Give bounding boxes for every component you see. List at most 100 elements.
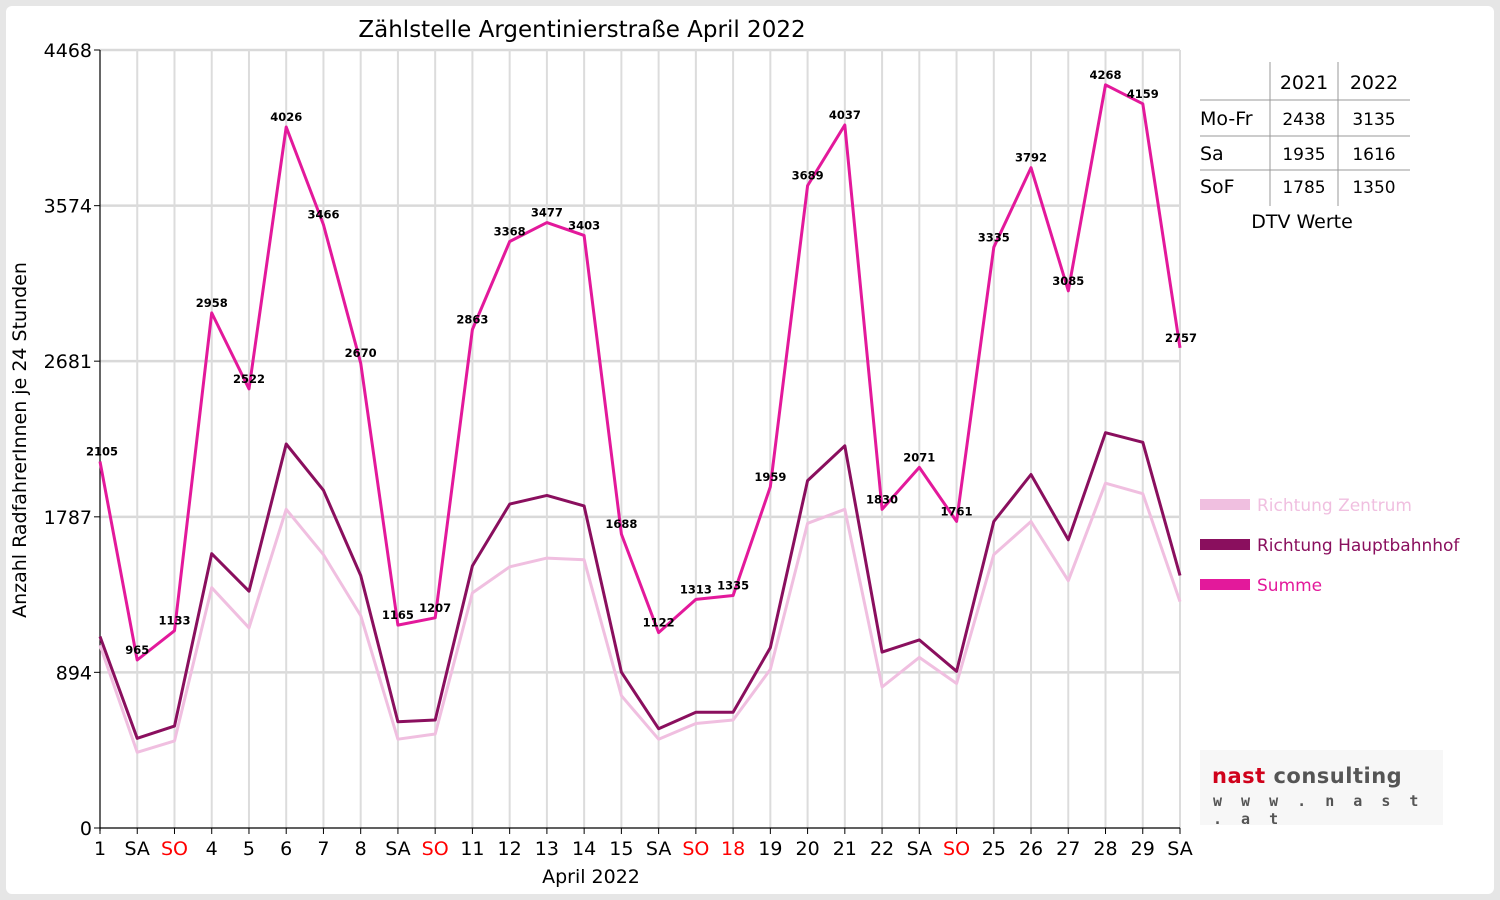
table-row-label: Mo-Fr xyxy=(1200,108,1253,130)
x-tick-label: 14 xyxy=(572,838,596,860)
data-label: 2958 xyxy=(196,296,228,310)
data-label: 1959 xyxy=(754,470,786,484)
data-label: 4037 xyxy=(829,108,861,122)
table-row-label: Sa xyxy=(1200,143,1224,165)
data-label: 2863 xyxy=(456,312,488,326)
chart-frame xyxy=(6,6,1494,894)
data-label: 3368 xyxy=(494,225,526,239)
series-line-2 xyxy=(98,83,1182,662)
x-tick-label: 13 xyxy=(535,838,559,860)
data-label: 1133 xyxy=(158,614,190,628)
x-tick-label: 20 xyxy=(795,838,819,860)
y-tick-label: 3574 xyxy=(44,196,92,218)
data-label: 1830 xyxy=(866,492,898,506)
x-tick-label: SA xyxy=(1167,838,1192,860)
data-label: 1165 xyxy=(382,608,414,622)
data-labels: 2105 965 1133 2958 2522 4026 3466 2670 1165 1207 2… xyxy=(86,68,1197,657)
table-cell: 1785 xyxy=(1282,178,1325,198)
series-line-0 xyxy=(98,481,1182,754)
x-tick-label: 25 xyxy=(982,838,1006,860)
legend-label: Summe xyxy=(1257,576,1322,596)
data-label: 2670 xyxy=(345,346,377,360)
dtv-table: 2021 2022 Mo-Fr 2438 3135 Sa 1935 1616 SoF 1785 13… xyxy=(1200,62,1410,233)
x-tick-label: SO xyxy=(422,838,449,860)
data-label: 3335 xyxy=(978,230,1010,244)
axes: 0 894 1787 2681 3574 4468 1 SA SO 4 5 6 7 8 SA SO 11 12 13… xyxy=(44,40,1193,860)
logo: nast consulting w w w . n a s t . a t xyxy=(1200,750,1443,828)
x-tick-label: 1 xyxy=(94,838,106,860)
x-tick-label: SA xyxy=(125,838,150,860)
x-tick-label: 5 xyxy=(243,838,255,860)
x-tick-label: 29 xyxy=(1131,838,1155,860)
data-label: 3477 xyxy=(531,206,563,220)
legend-swatch xyxy=(1200,539,1250,550)
x-tick-label: 7 xyxy=(317,838,329,860)
logo-part-consulting: consulting xyxy=(1265,764,1403,788)
x-tick-label: 15 xyxy=(609,838,633,860)
data-label: 1761 xyxy=(941,504,973,518)
x-tick-label: SA xyxy=(385,838,410,860)
x-tick-label: 27 xyxy=(1056,838,1080,860)
x-tick-label: SA xyxy=(646,838,671,860)
table-col-header: 2022 xyxy=(1350,72,1398,94)
data-label: 2071 xyxy=(903,450,935,464)
series-lines xyxy=(98,83,1182,754)
table-cell: 1935 xyxy=(1282,145,1325,165)
data-label: 2757 xyxy=(1165,331,1197,345)
data-label: 3466 xyxy=(307,207,339,221)
data-label: 3792 xyxy=(1015,151,1047,165)
data-label: 1688 xyxy=(605,517,637,531)
data-label: 4268 xyxy=(1090,68,1122,82)
data-label: 1335 xyxy=(717,579,749,593)
legend-swatch xyxy=(1200,499,1250,510)
data-label: 3403 xyxy=(568,218,600,232)
logo-part-nast: nast xyxy=(1212,764,1266,788)
logo-wordmark: nast consulting xyxy=(1212,764,1402,788)
table-cell: 2438 xyxy=(1282,110,1325,130)
x-tick-label: 12 xyxy=(498,838,522,860)
data-label: 3085 xyxy=(1052,274,1084,288)
x-axis-label: April 2022 xyxy=(542,866,640,888)
y-axis-label: Anzahl RadfahrerInnen je 24 Stunden xyxy=(9,262,31,618)
grid xyxy=(100,48,1181,828)
data-label: 2522 xyxy=(233,372,265,386)
x-tick-label: 22 xyxy=(870,838,894,860)
data-label: 1313 xyxy=(680,582,712,596)
data-label: 4026 xyxy=(270,110,302,124)
table-cell: 1350 xyxy=(1352,178,1395,198)
legend: Richtung Zentrum Richtung Hauptbahnhof Sum… xyxy=(1200,496,1460,596)
table-caption: DTV Werte xyxy=(1251,211,1353,233)
y-tick-label: 894 xyxy=(56,662,92,684)
data-label: 3689 xyxy=(792,169,824,183)
x-tick-label: 26 xyxy=(1019,838,1043,860)
y-tick-label: 4468 xyxy=(44,40,92,62)
x-tick-label: 21 xyxy=(833,838,857,860)
table-row-label: SoF xyxy=(1200,176,1235,198)
series-line-1 xyxy=(98,431,1182,740)
logo-url: w w w . n a s t . a t xyxy=(1213,792,1424,828)
x-tick-label: 11 xyxy=(460,838,484,860)
x-tick-label: SA xyxy=(907,838,932,860)
data-label: 965 xyxy=(125,643,149,657)
x-tick-label: 28 xyxy=(1093,838,1117,860)
legend-label: Richtung Hauptbahnhof xyxy=(1257,536,1460,556)
x-tick-label: SO xyxy=(682,838,709,860)
x-tick-label: 4 xyxy=(206,838,218,860)
x-tick-label: 8 xyxy=(355,838,367,860)
x-tick-label: 18 xyxy=(721,838,745,860)
x-tick-label: 19 xyxy=(758,838,782,860)
y-tick-label: 0 xyxy=(80,818,92,840)
table-cell: 3135 xyxy=(1352,110,1395,130)
legend-label: Richtung Zentrum xyxy=(1257,496,1412,516)
chart-title: Zählstelle Argentinierstraße April 2022 xyxy=(358,17,805,43)
table-col-header: 2021 xyxy=(1280,72,1328,94)
y-tick-label: 2681 xyxy=(44,351,92,373)
x-tick-label: 6 xyxy=(280,838,292,860)
data-label: 1207 xyxy=(419,601,451,615)
data-label: 2105 xyxy=(86,444,118,458)
x-tick-label: SO xyxy=(943,838,970,860)
data-label: 4159 xyxy=(1127,87,1159,101)
y-tick-label: 1787 xyxy=(44,507,92,529)
table-cell: 1616 xyxy=(1352,145,1395,165)
